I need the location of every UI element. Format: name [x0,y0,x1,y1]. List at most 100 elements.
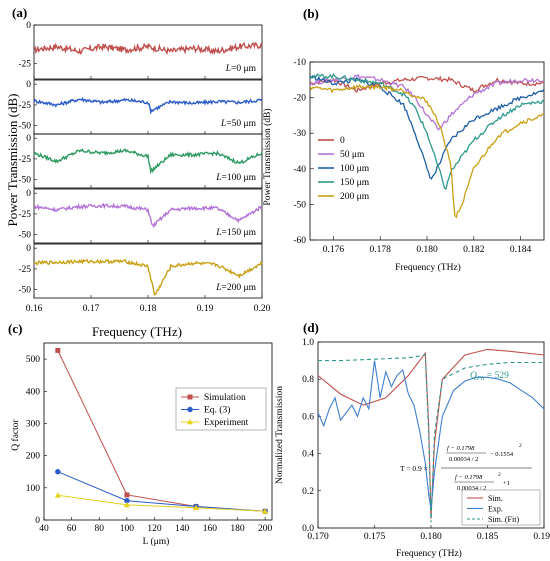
panel-d-formula-num-tail: − 0.1554 [490,451,514,458]
panel-a-subplot-label-var: L [225,64,231,74]
panel-b-xtick-label: 0.176 [323,245,345,255]
panel-d-ytick-label: 0.4 [302,450,314,460]
panel-c-legend-marker [187,418,193,425]
panel-a-subplot-label-value: =150 μm [222,228,257,238]
panel-a-xtick-label: 0.16 [26,304,43,314]
panel-d-xlabel: Frequency (THz) [396,548,462,559]
panel-b-ylabel: Power Transmission (dB) [262,108,273,205]
panel-b-legend-label: 100 μm [340,164,370,174]
panel-a-xtick-label: 0.18 [140,304,157,314]
panel-a-ytick-label: -25 [18,60,31,70]
panel-c-ytick-label: 300 [26,419,41,429]
panel-c-xtick-label: 100 [120,524,135,534]
panel-d-ylabel: Normalized Transmission [275,386,285,484]
panel-d-series-line [317,360,545,510]
panel-d-ytick-label: 0.6 [302,412,314,422]
panel-b-series-line [309,83,545,219]
panel-a-ytick-label: 0 [26,244,31,254]
panel-c-data-point [193,504,199,511]
panel-a-xtick-label: 0.20 [254,304,271,314]
panel-d-formula-den-tail: +1 [503,480,510,487]
panel-c-xtick-label: 60 [67,524,77,534]
panel-a-subplot-label: L=0 μm [225,64,257,74]
panel-b-xtick-label: 0.178 [370,245,392,255]
panel-c-legend-label: Simulation [204,393,246,403]
panel-c-xtick-label: 40 [39,524,49,534]
panel-a-ytick-label: 0 [26,189,31,199]
panel-c-frame [43,342,273,521]
panel-c-legend-marker [187,394,193,400]
panel-a-subplot-label: L=200 μm [215,283,256,293]
panel-d-q-subscript: Fit [476,375,485,382]
panel-c-ytick-label: 0 [35,516,40,526]
panel-b-series-line [309,73,545,190]
panel-d-ytick-label: 0.0 [302,524,314,534]
panel-c-data-point [262,508,269,514]
panel-c-ylabel: Q factor [10,418,21,450]
panel-label-b: (b) [303,6,319,21]
panel-c-ytick-label: 200 [26,452,41,462]
panel-a-subplot-label-value: =100 μm [222,173,257,183]
panel-b-legend-label: 150 μm [340,178,370,188]
panel-c-series-line [57,350,266,512]
panel-d-formula-prefix: T = 0.9 × [400,464,428,473]
panel-d-q-annotation: QFit = 529 [470,371,509,382]
panel-b-legend-label: 0 [340,136,345,146]
panel-d-formula-den-exp: 2 [498,472,501,478]
panel-a-series-line [33,97,263,115]
panel-d-formula-den-bottom: 0.00034 / 2 [457,485,486,492]
panel-a-ytick-label: -25 [18,210,31,220]
panel-a-subplot-label-var: L [215,173,221,183]
panel-a-chart: Frequency (THz) Power Transmission (dB) … [5,21,271,339]
panel-c-data-point [123,501,130,508]
panel-d-xtick-label: 0.170 [307,532,329,542]
panel-a-ytick-label: -50 [18,176,31,186]
panel-c-chart: L (μm) Q factor 40 60 80 100 120 140 160 180 200… [10,342,273,547]
panel-b-ytick-label: -30 [293,129,306,139]
panel-b-series-line [309,75,545,180]
panel-d-q-value: = 529 [484,371,509,381]
panel-a-subplot-label-var: L [220,119,226,129]
panel-a-ytick-label: -50 [18,286,31,296]
panel-d-chart: Frequency (THz) Normalized Transmission … [275,338,550,559]
panel-c-xtick-label: 160 [203,524,218,534]
panel-d-xtick-label: 0.180 [420,532,442,542]
panel-a-series-line [33,41,263,56]
panel-a-subplot-label-value: =50 μm [226,119,256,129]
panel-c-data-point [124,492,130,498]
panel-b-chart: Frequency (THz) Power Transmission (dB) … [262,58,545,273]
panel-d-legend-label: Exp. [488,505,503,514]
panel-d-ytick-label: 0.2 [302,487,314,497]
panel-b-legend-label: 50 μm [340,150,365,160]
panel-c-xtick-label: 140 [175,524,190,534]
panel-d-formula-num-top: f − 0.1798 [447,445,475,452]
panel-b-xtick-label: 0.180 [416,245,438,255]
panel-a-subplot-label: L=150 μm [215,228,256,238]
panel-c-xtick-label: 180 [230,524,245,534]
panel-c-series-line [57,494,266,512]
panel-b-ytick-label: -50 [293,200,306,210]
panel-a-subplot-label: L=100 μm [215,173,256,183]
panel-d-legend-label: Sim. (Fit) [488,515,519,524]
panel-a-xtick-label: 0.17 [83,304,100,314]
panel-b-ytick-label: -60 [293,236,306,246]
panel-c-legend-marker [187,406,193,413]
panel-a-xtick-label: 0.19 [197,304,214,314]
panel-label-a: (a) [12,5,27,20]
panel-a-subplot-label-value: =0 μm [231,64,257,74]
panel-c-legend-label: Eq. (3) [204,405,230,416]
panel-c-xtick-label: 200 [258,524,273,534]
panel-a-ytick-label: -50 [18,231,31,241]
panel-b-xtick-label: 0.182 [463,245,485,255]
panel-b-ytick-label: -20 [293,94,306,104]
panel-d-series-line [318,354,544,523]
panel-b-xtick-label: 0.184 [510,245,532,255]
panel-c-legend-label: Experiment [204,418,249,428]
panel-a-series-line [33,258,263,296]
panel-b-ytick-label: -40 [293,165,306,175]
panel-a-xlabel: Frequency (THz) [92,324,182,339]
panel-a-subplot-label-var: L [215,283,221,293]
panel-b-ytick-label: -10 [293,58,306,68]
panel-c-data-point [55,347,61,353]
